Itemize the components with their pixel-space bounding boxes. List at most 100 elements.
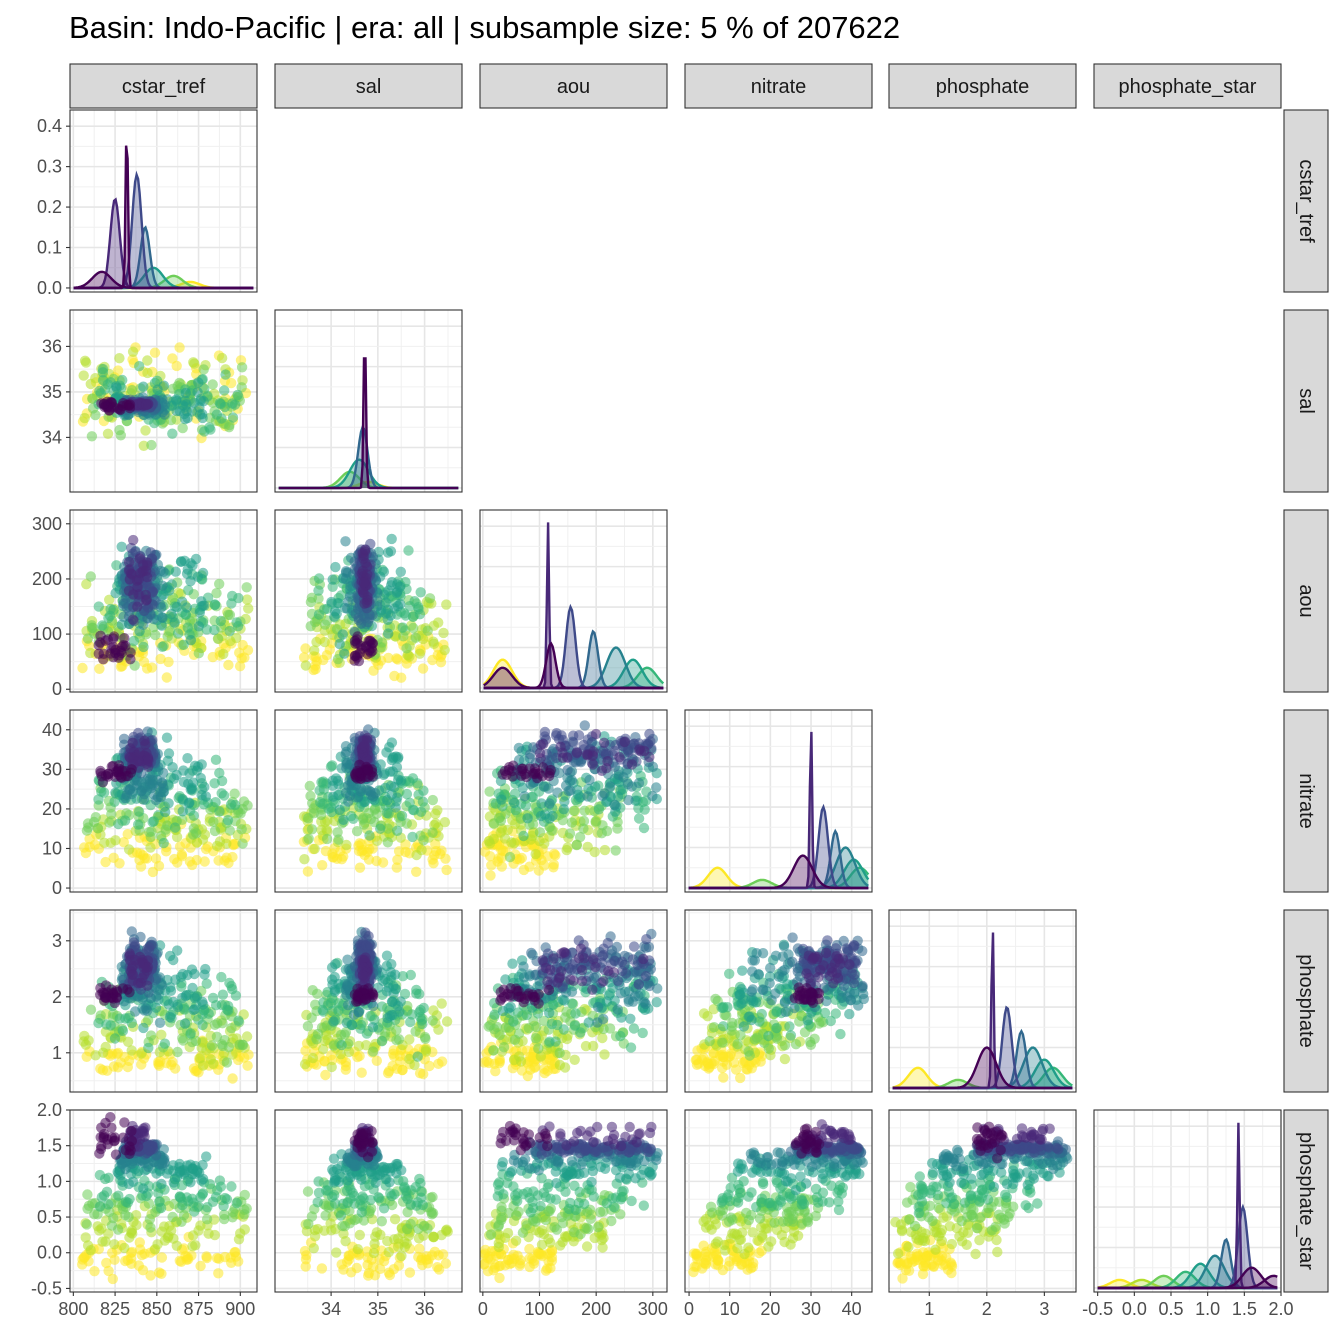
scatter-point	[201, 978, 212, 989]
scatter-point	[499, 833, 511, 844]
scatter-point	[597, 790, 608, 801]
panel-border	[69, 109, 258, 293]
scatter-point	[420, 1033, 431, 1045]
scatter-point	[108, 852, 119, 863]
scatter-point	[190, 553, 202, 565]
scatter-point	[507, 815, 518, 826]
scatter-point	[381, 960, 392, 972]
strip-label: phosphate_star	[1119, 76, 1257, 98]
scatter-panel-phosphate-vs-sal	[274, 909, 463, 1093]
scatter-point	[158, 380, 170, 391]
scatter-point	[114, 404, 125, 415]
scatter-point	[328, 791, 339, 802]
scatter-point	[409, 1059, 420, 1071]
scatter-point	[99, 992, 111, 1003]
scatter-point	[401, 818, 412, 829]
row-strip-cstar_tref: cstar_tref	[1283, 109, 1329, 293]
scatter-point	[111, 382, 122, 394]
scatter-point	[224, 625, 235, 637]
scatter-point	[408, 622, 419, 634]
scatter-point	[195, 772, 206, 784]
scatter-point	[582, 791, 593, 802]
scatter-point	[561, 752, 573, 763]
scatter-point	[416, 844, 427, 856]
scatter-point	[211, 1031, 223, 1043]
scatter-point	[188, 829, 199, 840]
scatter-point	[219, 401, 230, 413]
scatter-point	[123, 844, 135, 855]
scatter-point	[211, 409, 222, 420]
scatter-point	[597, 951, 608, 962]
density-area	[483, 607, 664, 688]
scatter-point	[386, 533, 397, 545]
scatter-point	[167, 428, 178, 439]
scatter-point	[123, 556, 135, 568]
scatter-point	[358, 553, 369, 564]
scatter-point	[85, 1004, 97, 1015]
scatter-point	[383, 808, 394, 819]
scatter-point	[209, 599, 220, 611]
scatter-point	[542, 976, 553, 987]
scatter-point	[520, 800, 532, 811]
scatter-point	[397, 971, 409, 982]
scatter-point	[174, 342, 185, 353]
scatter-point	[367, 1046, 379, 1057]
scatter-point	[140, 595, 152, 606]
scatter-point	[329, 606, 341, 617]
scatter-point	[309, 843, 320, 855]
scatter-point	[129, 954, 141, 966]
scatter-point	[108, 641, 119, 653]
scatter-point	[644, 980, 655, 992]
scatter-point	[85, 647, 96, 659]
scatter-point	[507, 771, 518, 782]
scatter-panel-phosphate-vs-aou	[479, 909, 668, 1093]
scatter-point	[145, 842, 156, 853]
scatter-point	[597, 1032, 608, 1044]
scatter-point	[209, 624, 220, 636]
scatter-point	[214, 767, 225, 779]
scatter-point	[598, 976, 609, 987]
scatter-point	[587, 759, 599, 770]
scatter-point	[182, 412, 193, 424]
scatter-point	[100, 1041, 111, 1053]
scatter-point	[311, 656, 322, 667]
scatter-point	[328, 1016, 339, 1027]
scatter-point	[216, 788, 227, 799]
strip-box	[1283, 1109, 1329, 1293]
scatter-point	[158, 837, 169, 849]
scatter-point	[227, 590, 238, 602]
scatter-point	[305, 790, 316, 802]
scatter-point	[380, 597, 392, 608]
scatter-point	[414, 648, 425, 659]
strip-sal: sal	[274, 63, 463, 109]
scatter-point	[593, 804, 605, 815]
scatter-point	[166, 608, 177, 620]
scatter-point	[441, 1016, 453, 1027]
scatter-point	[375, 823, 386, 834]
scatter-point	[644, 751, 655, 763]
scatter-point	[401, 643, 412, 654]
scatter-point	[114, 353, 125, 364]
scatter-point	[305, 621, 316, 632]
scatter-point	[220, 369, 231, 380]
scatter-point	[95, 388, 107, 399]
scatter-point	[574, 831, 586, 843]
scatter-point	[139, 1005, 150, 1016]
scatter-point	[325, 998, 337, 1009]
scatter-point	[311, 636, 322, 648]
scatter-point	[194, 409, 206, 420]
scatter-point	[179, 1018, 191, 1029]
scatter-point	[189, 358, 200, 369]
scatter-point	[628, 1023, 640, 1034]
panel-border	[479, 509, 668, 693]
panel-marks	[482, 522, 665, 690]
scatter-point	[530, 1033, 541, 1044]
scatter-point	[371, 1055, 382, 1067]
scatter-point	[580, 1040, 592, 1052]
scatter-point	[128, 589, 139, 600]
panel-border	[69, 709, 258, 893]
scatter-point	[140, 425, 151, 436]
scatter-point	[576, 975, 588, 987]
scatter-point	[549, 848, 560, 860]
scatter-point	[233, 1015, 244, 1026]
